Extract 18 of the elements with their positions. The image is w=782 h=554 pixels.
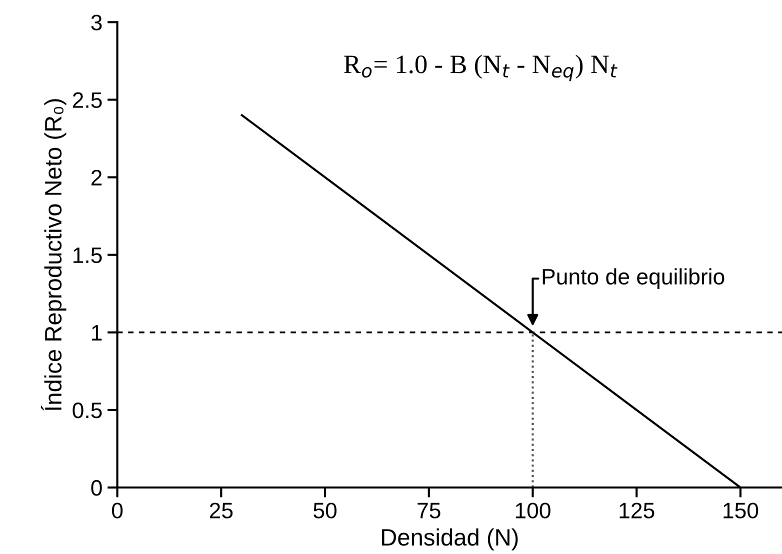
x-tick-label: 150 xyxy=(724,502,758,518)
x-tick-label: 75 xyxy=(418,502,440,518)
x-tick-label: 50 xyxy=(314,502,337,518)
y-tick-label: 1 xyxy=(92,325,102,340)
y-tick-label: 0 xyxy=(91,480,102,496)
y-axis-title: Índice Reproductivo Neto (R₀) xyxy=(40,99,66,410)
y-tick-label: 3 xyxy=(91,14,102,30)
y-tick-label: 1.5 xyxy=(74,248,102,264)
x-tick-label: 0 xyxy=(112,502,123,518)
x-axis-title: Densidad (N) xyxy=(382,528,518,550)
x-tick-label: 125 xyxy=(620,502,654,518)
y-tick-label: 2.5 xyxy=(72,92,102,108)
x-tick-label: 100 xyxy=(516,502,550,518)
x-tick-label: 25 xyxy=(210,502,233,518)
annotation: Punto de equilibrio xyxy=(542,268,724,289)
y-tick-label: 0.5 xyxy=(72,402,102,418)
annotation: R$_{o}$= 1.0 - B (N$_{t}$ - N$_{eq}$) N$_{t}$ xyxy=(344,54,618,82)
y-tick-label: 2 xyxy=(91,170,102,186)
